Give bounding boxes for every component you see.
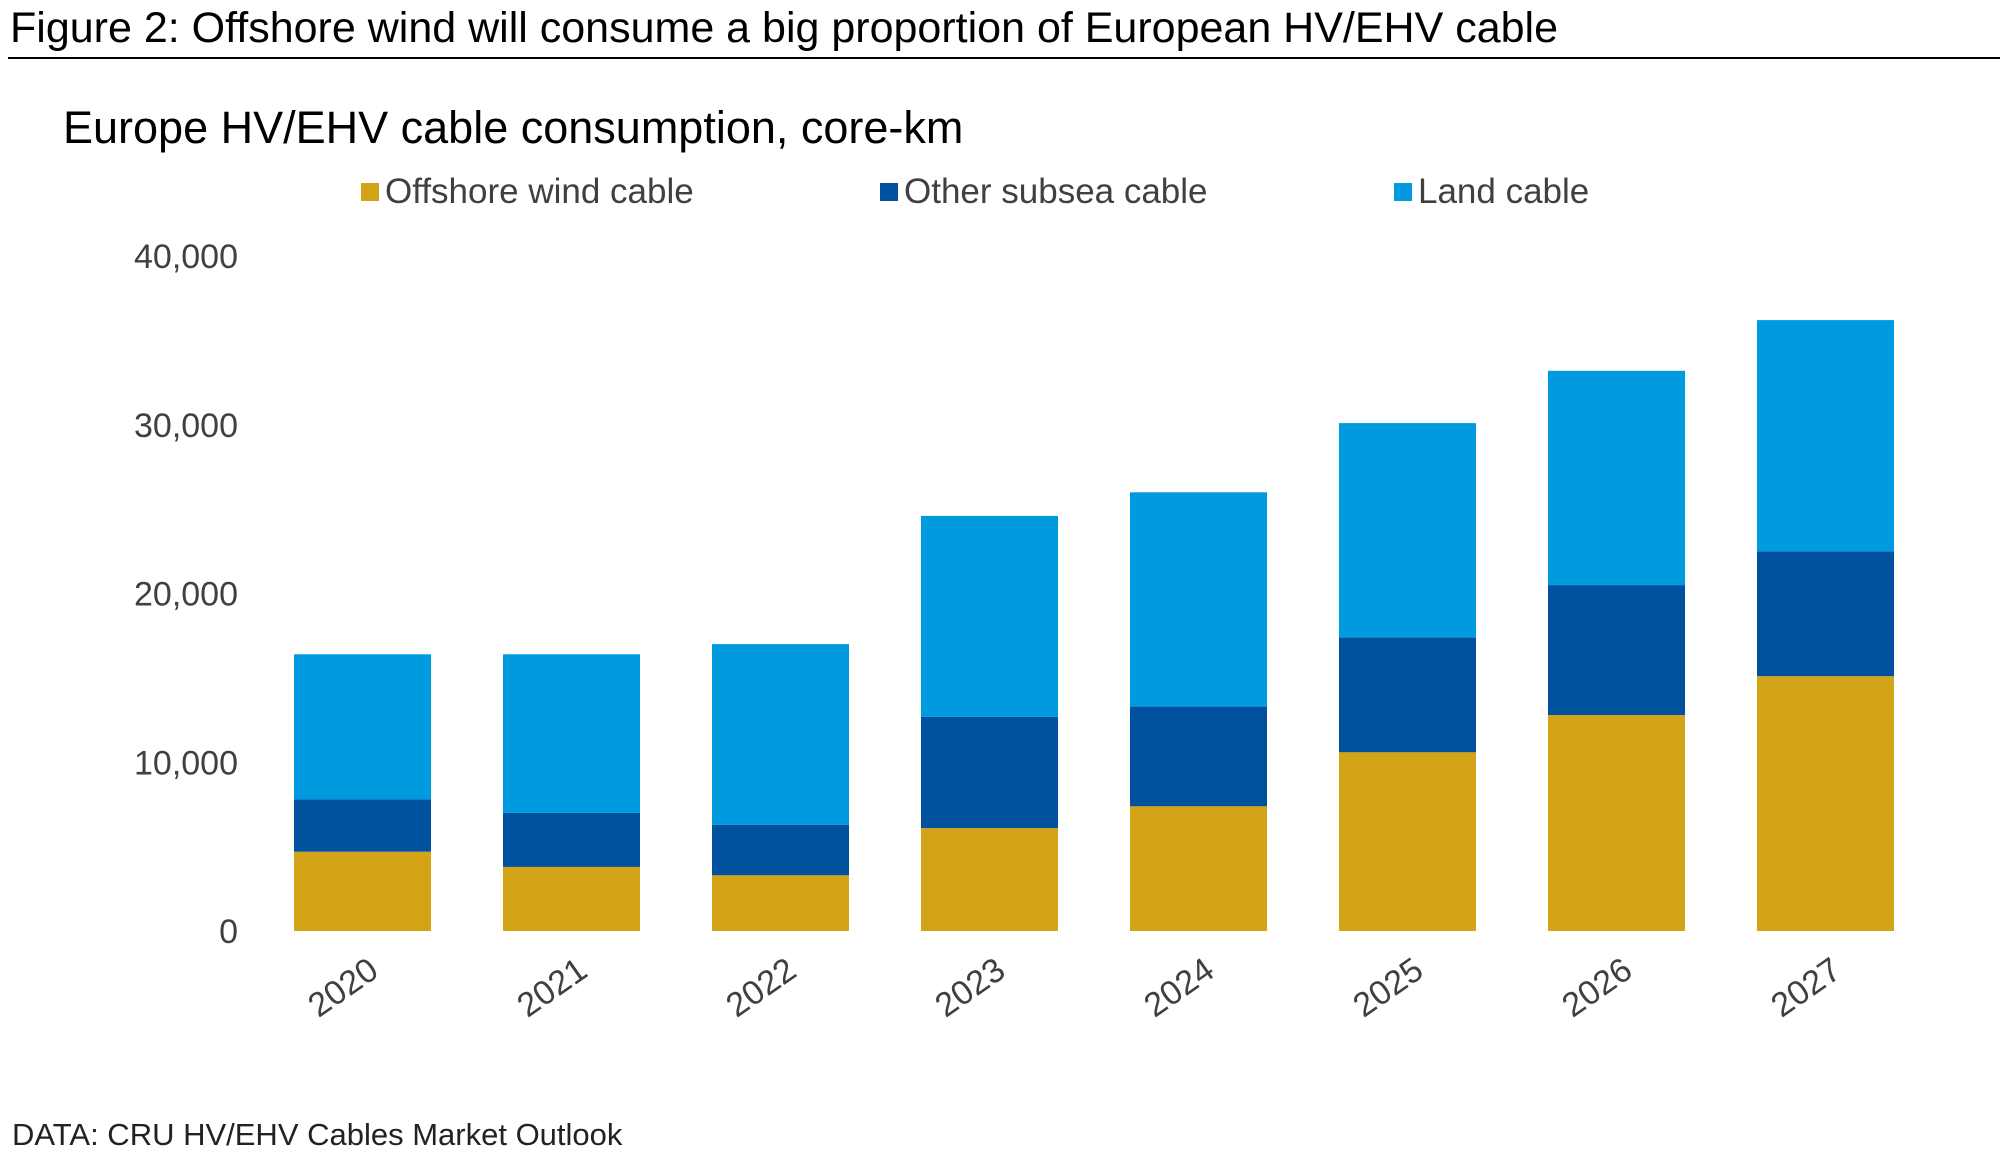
bar-other-subsea-cable-2027 (1757, 551, 1894, 677)
x-tick-label: 2027 (1764, 950, 1848, 1025)
bar-offshore-wind-cable-2023 (921, 828, 1058, 931)
y-tick-label: 20,000 (134, 576, 238, 614)
y-tick-label: 0 (219, 913, 238, 951)
bar-land-cable-2022 (712, 644, 849, 825)
legend-label-other-subsea: Other subsea cable (904, 172, 1208, 211)
bar-other-subsea-cable-2025 (1339, 637, 1476, 753)
legend-item-other-subsea: Other subsea cable (880, 172, 1208, 211)
legend-swatch-land (1394, 183, 1412, 201)
stacked-bar-chart: Europe HV/EHV cable consumption, core-km… (63, 102, 1894, 1025)
bar-land-cable-2020 (294, 654, 431, 800)
figure-title: Figure 2: Offshore wind will consume a b… (10, 4, 1559, 52)
bar-other-subsea-cable-2023 (921, 716, 1058, 829)
bar-land-cable-2024 (1130, 492, 1267, 707)
y-tick-label: 40,000 (134, 238, 238, 276)
x-tick-label: 2025 (1346, 950, 1430, 1025)
bar-land-cable-2023 (921, 515, 1058, 717)
bar-land-cable-2025 (1339, 423, 1476, 638)
x-tick-label: 2026 (1555, 950, 1639, 1025)
bar-other-subsea-cable-2024 (1130, 706, 1267, 807)
y-tick-label: 10,000 (134, 744, 238, 782)
legend-label-offshore-wind: Offshore wind cable (385, 172, 694, 211)
legend-item-land: Land cable (1394, 172, 1589, 211)
chart-title: Europe HV/EHV cable consumption, core-km (63, 102, 963, 153)
bar-offshore-wind-cable-2026 (1548, 715, 1685, 931)
source-note: DATA: CRU HV/EHV Cables Market Outlook (12, 1117, 623, 1152)
title-divider (8, 57, 2000, 59)
x-tick-label: 2021 (510, 950, 594, 1025)
legend-item-offshore-wind: Offshore wind cable (361, 172, 694, 211)
bar-other-subsea-cable-2021 (503, 812, 640, 867)
x-tick-label: 2020 (301, 950, 385, 1025)
bars (294, 320, 1894, 931)
legend-swatch-offshore-wind (361, 183, 379, 201)
bar-other-subsea-cable-2020 (294, 799, 431, 852)
bar-offshore-wind-cable-2024 (1130, 806, 1267, 931)
bar-land-cable-2026 (1548, 370, 1685, 586)
bar-other-subsea-cable-2026 (1548, 585, 1685, 715)
bar-land-cable-2027 (1757, 320, 1894, 552)
x-tick-label: 2024 (1137, 950, 1221, 1025)
x-tick-label: 2022 (719, 950, 803, 1025)
bar-land-cable-2021 (503, 654, 640, 813)
y-axis: 0 10,000 20,000 30,000 40,000 (134, 238, 238, 951)
bar-other-subsea-cable-2022 (712, 824, 849, 876)
bar-offshore-wind-cable-2021 (503, 866, 640, 931)
x-axis: 2020 2021 2022 2023 2024 2025 2026 2027 (301, 950, 1848, 1025)
bar-offshore-wind-cable-2027 (1757, 676, 1894, 931)
legend: Offshore wind cable Other subsea cable L… (361, 172, 1589, 211)
x-tick-label: 2023 (928, 950, 1012, 1025)
y-tick-label: 30,000 (134, 407, 238, 445)
bar-offshore-wind-cable-2020 (294, 851, 431, 931)
bar-offshore-wind-cable-2025 (1339, 752, 1476, 931)
bar-offshore-wind-cable-2022 (712, 875, 849, 931)
legend-label-land: Land cable (1418, 172, 1589, 211)
legend-swatch-other-subsea (880, 183, 898, 201)
